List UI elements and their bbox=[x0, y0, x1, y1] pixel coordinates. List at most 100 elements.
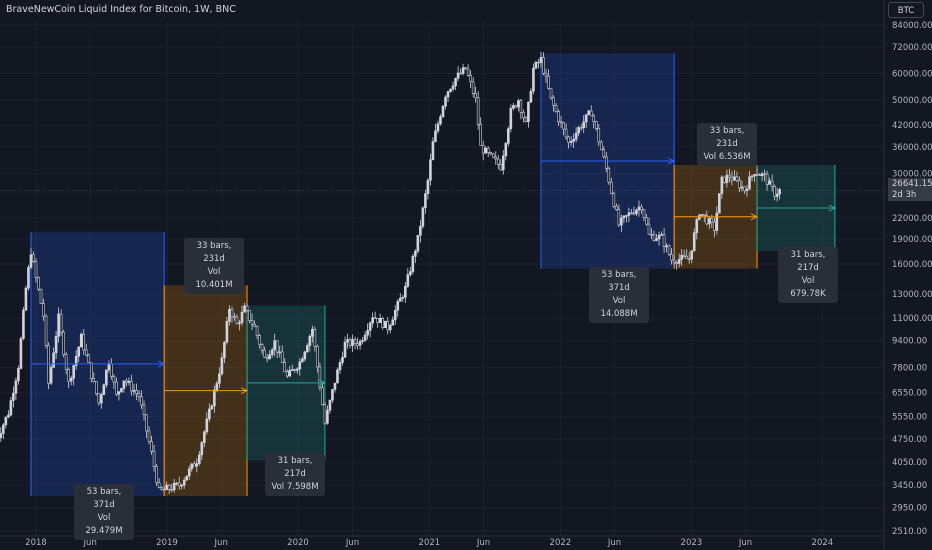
candle-body bbox=[743, 186, 746, 192]
candle-body bbox=[622, 215, 626, 219]
candle-body bbox=[567, 136, 570, 143]
candle-body bbox=[509, 108, 513, 130]
candle-body bbox=[476, 97, 480, 125]
candle-body bbox=[230, 309, 234, 318]
candle-body bbox=[263, 349, 266, 358]
x-tick-label: 2023 bbox=[681, 538, 703, 548]
candle-body bbox=[125, 380, 128, 383]
candle-body bbox=[527, 101, 530, 122]
candle-body bbox=[165, 484, 168, 491]
candle-body bbox=[398, 297, 402, 302]
y-tick-label: 19000.00 bbox=[892, 235, 932, 245]
y-tick-label: 2510.00 bbox=[892, 527, 927, 537]
candle-body bbox=[208, 408, 211, 420]
measure-zones[interactable] bbox=[30, 53, 836, 496]
candle-body bbox=[243, 305, 246, 313]
candle-body bbox=[610, 181, 613, 194]
candle-body bbox=[501, 155, 505, 171]
measure-volume: Vol 29.479M bbox=[85, 513, 123, 536]
y-tick-label: 30000.00 bbox=[892, 169, 932, 179]
candle-body bbox=[306, 345, 309, 353]
candle-body bbox=[775, 193, 779, 197]
candle-body bbox=[738, 180, 741, 189]
candle-body bbox=[655, 238, 658, 241]
measure-volume: Vol 14.088M bbox=[600, 296, 638, 319]
candle-body bbox=[321, 387, 324, 406]
candle-body bbox=[700, 214, 704, 216]
candle-body bbox=[454, 77, 457, 87]
candle-body bbox=[534, 61, 538, 69]
candle-body bbox=[270, 349, 274, 356]
candle-body bbox=[275, 340, 279, 353]
candle-body bbox=[657, 234, 661, 240]
x-tick-label: Jun bbox=[476, 538, 490, 548]
candle-body bbox=[750, 175, 754, 178]
candle-body bbox=[708, 218, 711, 225]
candle-body bbox=[406, 274, 410, 287]
measure-bars: 31 bars, 217d bbox=[277, 456, 313, 479]
candle-body bbox=[152, 450, 156, 467]
measure-volume: Vol 679.78K bbox=[790, 276, 826, 299]
candle-body bbox=[120, 388, 123, 392]
measure-tooltip: 53 bars, 371d Vol 29.479M bbox=[74, 484, 134, 540]
candle-body bbox=[695, 219, 699, 234]
candle-body bbox=[64, 354, 68, 370]
x-tick-label: 2022 bbox=[550, 538, 572, 548]
y-tick-label: 42000.00 bbox=[892, 121, 932, 131]
candle-body bbox=[386, 320, 390, 331]
measure-volume: Vol 10.401M bbox=[195, 267, 233, 290]
candle-body bbox=[522, 112, 525, 119]
candle-body bbox=[612, 192, 616, 207]
candle-body bbox=[9, 400, 13, 416]
candle-body bbox=[660, 234, 663, 236]
candle-body bbox=[54, 335, 58, 354]
candle-body bbox=[285, 371, 289, 377]
candle-body bbox=[396, 301, 400, 311]
y-tick-label: 7800.00 bbox=[892, 364, 927, 374]
candle-body bbox=[258, 335, 261, 346]
candle-body bbox=[353, 339, 357, 344]
currency-button[interactable]: BTC bbox=[888, 2, 924, 18]
candle-body bbox=[748, 176, 751, 190]
candle-body bbox=[67, 369, 70, 382]
candle-body bbox=[449, 88, 452, 92]
price-axis[interactable]: 84000.00 72000.00 60000.00 50000.00 42000.00… bbox=[883, 0, 932, 550]
x-tick-label: Jun bbox=[214, 538, 228, 548]
candle-body bbox=[484, 147, 488, 154]
candle-body bbox=[665, 245, 668, 248]
candle-body bbox=[481, 145, 485, 154]
candle-body bbox=[343, 341, 347, 358]
candle-body bbox=[459, 72, 462, 75]
candle-body bbox=[57, 313, 60, 337]
candle-body bbox=[547, 75, 550, 89]
candle-body bbox=[441, 105, 445, 118]
measure-tooltip: 33 bars, 231d Vol 10.401M bbox=[184, 238, 244, 294]
last-price-label: 26641.15 2d 3h bbox=[888, 178, 932, 201]
candle-body bbox=[255, 326, 259, 336]
candle-body bbox=[753, 174, 756, 177]
candle-body bbox=[615, 206, 618, 210]
candle-body bbox=[175, 482, 178, 485]
x-tick-label: 2018 bbox=[25, 538, 47, 548]
zone-arrows bbox=[30, 157, 837, 395]
candle-body bbox=[79, 333, 83, 348]
candle-body bbox=[589, 110, 593, 117]
candle-body bbox=[44, 315, 48, 346]
measure-bars: 33 bars, 231d bbox=[196, 241, 232, 264]
candle-body bbox=[293, 369, 297, 371]
candle-body bbox=[519, 100, 523, 113]
time-axis[interactable]: 2018 Jun 2019 Jun 2020 Jun 2021 Jun 2022 Jun 2023 J… bbox=[0, 535, 884, 548]
candle-body bbox=[773, 185, 776, 197]
candle-body bbox=[358, 341, 362, 346]
candle-body bbox=[517, 100, 520, 108]
candle-body bbox=[238, 322, 241, 325]
candle-body bbox=[564, 128, 568, 138]
candle-body bbox=[24, 287, 28, 311]
candle-body bbox=[512, 105, 515, 109]
candle-body bbox=[680, 255, 683, 260]
candle-body bbox=[225, 321, 229, 343]
candle-body bbox=[127, 380, 131, 383]
candle-body bbox=[368, 322, 372, 331]
candle-body bbox=[190, 463, 194, 470]
